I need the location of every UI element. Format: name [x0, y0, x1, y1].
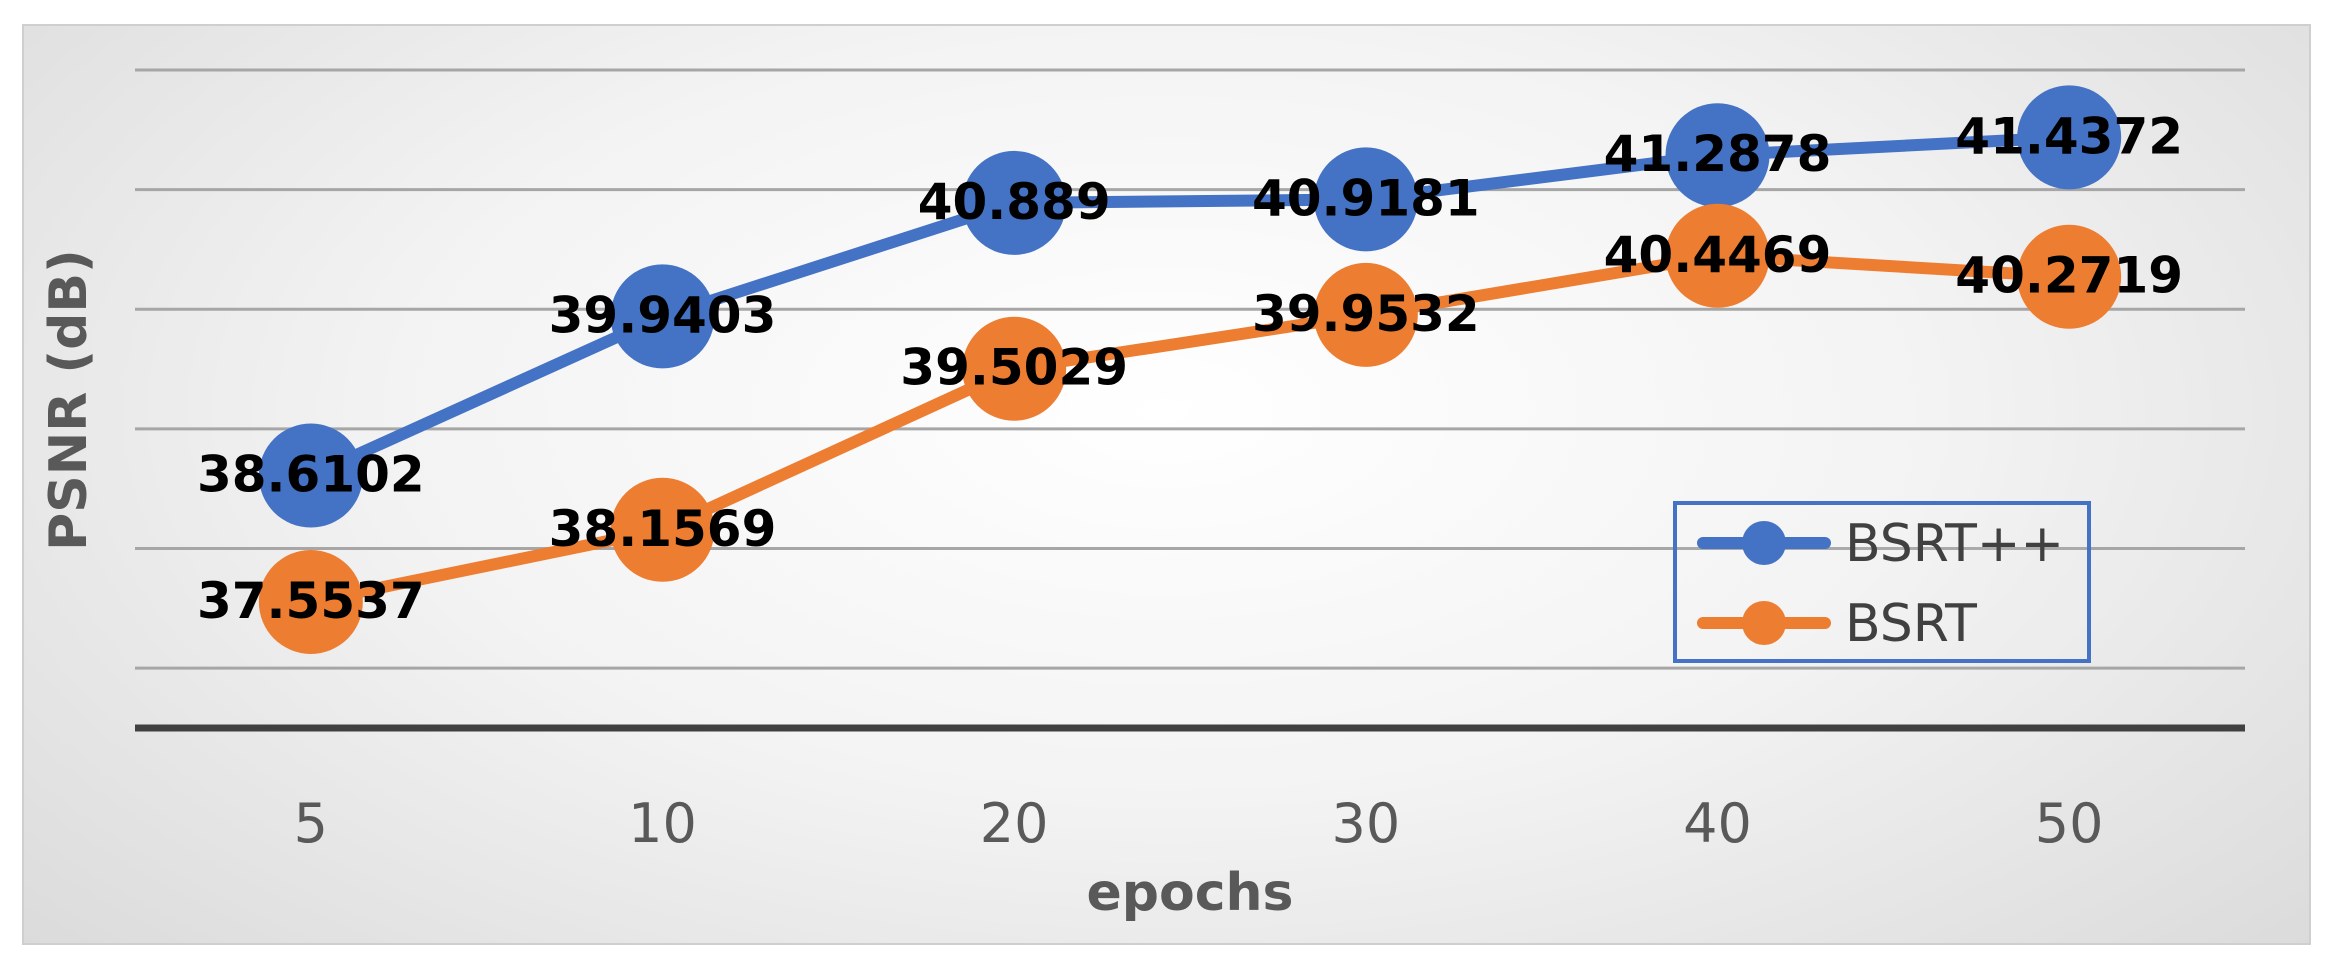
x-tick-label: 50: [2035, 792, 2104, 855]
x-axis: 5 10 20 30 40 50: [135, 724, 2245, 855]
y-axis-title: PSNR (dB): [39, 249, 99, 551]
legend: BSRT++ BSRT: [1673, 501, 2091, 663]
data-label: 38.6102: [197, 446, 425, 504]
legend-label: BSRT: [1845, 594, 1977, 654]
data-label: 40.9181: [1252, 169, 1480, 227]
data-label: 40.889: [918, 173, 1111, 231]
legend-marker: [1742, 521, 1786, 565]
x-tick-label: 10: [628, 792, 697, 855]
data-point: [962, 150, 1067, 255]
data-point: [610, 477, 715, 582]
legend-item: BSRT++: [1697, 514, 2064, 574]
data-label: 41.2878: [1604, 125, 1832, 183]
data-label: 38.1569: [549, 500, 777, 558]
legend-label: BSRT++: [1845, 514, 2064, 574]
legend-marker: [1742, 601, 1786, 645]
data-label: 41.4372: [1955, 107, 2183, 165]
series-layer: [258, 85, 2122, 654]
x-tick-label: 5: [294, 792, 328, 855]
data-point: [1313, 262, 1418, 367]
data-label: 40.2719: [1955, 247, 2183, 305]
data-point: [258, 423, 363, 528]
series-BSRT: [258, 203, 2122, 654]
chart-area: [22, 24, 2311, 945]
data-point: [2017, 85, 2122, 190]
data-point: [1313, 147, 1418, 252]
data-point: [610, 264, 715, 369]
data-label: 40.4469: [1604, 226, 1832, 284]
x-axis-title: epochs: [1086, 863, 1293, 923]
data-point: [962, 316, 1067, 421]
series-line: [304, 249, 2076, 608]
data-label: 39.5029: [900, 339, 1128, 397]
x-tick-label: 40: [1683, 792, 1752, 855]
x-tick-label: 30: [1331, 792, 1400, 855]
series-BSRT++: [258, 85, 2122, 528]
data-labels: 38.6102 39.9403 40.889 40.9181 41.2878 41.437…: [197, 107, 2183, 630]
data-point: [1665, 103, 1770, 208]
x-tick-label: 20: [980, 792, 1049, 855]
gridlines: [135, 68, 2245, 670]
data-label: 39.9403: [549, 286, 777, 344]
data-point: [1665, 203, 1770, 308]
data-label: 37.5537: [197, 572, 425, 630]
legend-box: [1673, 501, 2091, 663]
data-point: [2017, 224, 2122, 329]
series-line: [304, 131, 2076, 482]
data-point: [258, 549, 363, 654]
data-label: 39.9532: [1252, 285, 1480, 343]
legend-item: BSRT: [1697, 594, 1977, 654]
